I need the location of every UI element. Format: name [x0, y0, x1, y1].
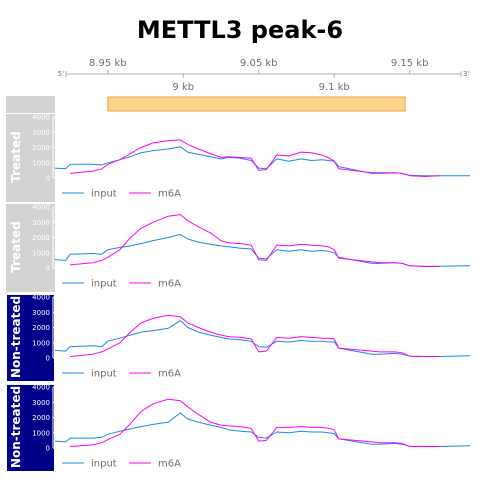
panel-strip-border — [6, 384, 55, 472]
panel-y-tick-label: 4000 — [32, 294, 50, 302]
panel-y-tick-label: 3000 — [32, 309, 50, 317]
series-line-m6a — [70, 398, 440, 447]
panel-y-tick-label: 3000 — [32, 399, 50, 407]
panel-y-tick-label: 0 — [46, 175, 50, 183]
legend-label-input: input — [91, 459, 117, 470]
panel-y-tick-label: 3000 — [32, 219, 50, 227]
legend-label-m6a: m6A — [158, 189, 181, 200]
genome-axis-upper-tick-label: 9.05 kb — [240, 58, 278, 69]
series-line-m6a — [70, 314, 440, 357]
peak-track-strip — [6, 96, 55, 113]
panel-y-tick-label: 2000 — [32, 234, 50, 242]
genome-axis-lower-tick-label: 9 kb — [172, 82, 194, 93]
panel-label: Non-treated — [9, 296, 23, 378]
panel-label: Treated — [9, 221, 23, 273]
coverage-panel: Treated 0 1000 2000 3000 4000 input m6A — [6, 204, 471, 292]
genome-axis-upper-tick-label: 9.15 kb — [391, 58, 429, 69]
panel-y-tick-label: 4000 — [32, 204, 50, 212]
panel-y-tick-label: 2000 — [32, 144, 50, 152]
coverage-panels: Treated 0 1000 2000 3000 4000 input m6A Treated 0… — [6, 114, 471, 472]
peak-track — [6, 96, 406, 113]
legend-label-m6a: m6A — [158, 279, 181, 290]
series-line-input — [54, 412, 471, 447]
panel-label-strip — [6, 204, 55, 292]
legend-label-input: input — [91, 279, 117, 290]
genome-axis-start-label: 5' — [58, 70, 64, 78]
panel-y-tick-label: 4000 — [32, 384, 50, 392]
coverage-panel: Non-treated 0 1000 2000 3000 4000 input m6A — [6, 294, 471, 382]
panel-label: Non-treated — [9, 386, 23, 468]
panel-y-tick-label: 0 — [46, 265, 50, 273]
genome-axis-upper-tick-label: 8.95 kb — [89, 58, 127, 69]
peak-region-box — [107, 96, 406, 112]
legend-label-m6a: m6A — [158, 459, 181, 470]
legend-label-input: input — [91, 369, 117, 380]
chart-title: METTL3 peak-6 — [137, 16, 343, 44]
series-line-input — [54, 233, 471, 267]
genome-axis-lower-tick-label: 9.1 kb — [319, 82, 350, 93]
panel-y-tick-label: 0 — [46, 355, 50, 363]
coverage-panel: Treated 0 1000 2000 3000 4000 input m6A — [6, 114, 470, 202]
panel-label-strip — [6, 384, 55, 472]
panel-label: Treated — [9, 131, 23, 183]
panel-y-tick-label: 1000 — [32, 429, 50, 437]
series-line-input — [54, 320, 471, 357]
panel-y-tick-label: 3000 — [32, 129, 50, 137]
panel-y-tick-label: 0 — [46, 445, 50, 453]
panel-strip-border — [6, 294, 55, 382]
legend-label-input: input — [91, 189, 117, 200]
panel-y-tick-label: 4000 — [32, 114, 50, 122]
series-line-m6a — [70, 214, 440, 267]
series-line-m6a — [70, 139, 440, 177]
panel-y-tick-label: 2000 — [32, 414, 50, 422]
legend-label-m6a: m6A — [158, 369, 181, 380]
genome-axis: 5' 3' 8.95 kb 9.05 kb 9.15 kb 9 kb 9.1 kb — [58, 58, 470, 93]
panel-y-tick-label: 1000 — [32, 339, 50, 347]
panel-label-strip — [6, 294, 55, 382]
coverage-panel: Non-treated 0 1000 2000 3000 4000 input m6A — [6, 384, 471, 472]
panel-y-tick-label: 1000 — [32, 249, 50, 257]
panel-y-tick-label: 1000 — [32, 159, 50, 167]
panel-label-strip — [6, 114, 55, 202]
genome-axis-end-label: 3' — [463, 70, 469, 78]
panel-y-tick-label: 2000 — [32, 324, 50, 332]
